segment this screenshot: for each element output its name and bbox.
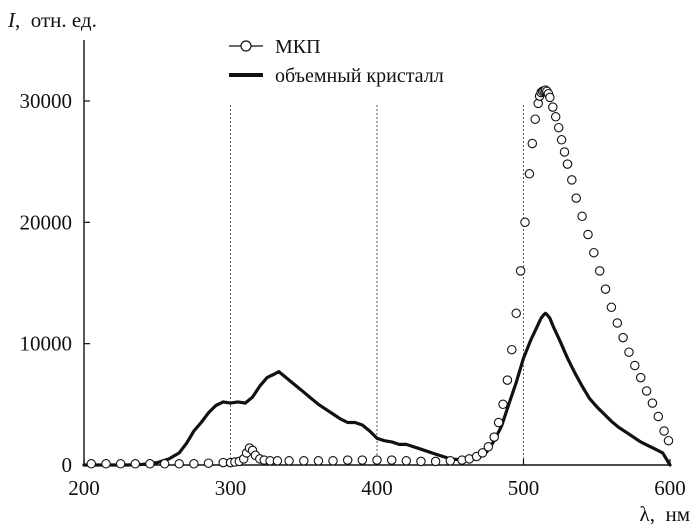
series-mkp-point (550, 112, 561, 122)
x-tick-label-600: 600 (654, 476, 686, 500)
series-mkp-point (545, 92, 555, 103)
series-mkp-point (641, 386, 652, 396)
legend: МКП объемный кристалл (229, 36, 444, 87)
series-mkp-point (548, 102, 558, 112)
series-mkp-point (527, 138, 538, 149)
series-mkp-point (477, 448, 488, 458)
series-mkp-point (498, 399, 508, 410)
series-mkp-point (272, 456, 283, 466)
series-mkp-point (483, 442, 494, 452)
y-axis-title-rest: , отн. ед. (15, 8, 97, 32)
y-tick-label-0: 0 (62, 453, 73, 477)
x-tick-label-300: 300 (215, 476, 247, 500)
series-mkp-point (299, 456, 309, 466)
series-mkp-point (594, 266, 605, 276)
series-mkp-point (328, 456, 338, 466)
series-mkp-point (600, 284, 611, 294)
series-mkp-point (145, 459, 155, 469)
reference-lines (230, 105, 524, 465)
series-mkp-point (372, 455, 382, 465)
series-mkp-point (493, 417, 504, 428)
series-mkp-point (559, 147, 570, 157)
series-mkp-point (583, 229, 593, 240)
series-mkp-point (386, 455, 397, 465)
axis-ticks: 200 300 400 500 600 0 10000 20000 30000 (20, 89, 686, 500)
series-mkp-point (430, 456, 441, 467)
series-mkp-point (567, 175, 577, 185)
series-mkp-point (284, 456, 294, 466)
series-mkp-point (416, 456, 426, 467)
series-mkp-point (115, 459, 126, 469)
series-mkp-point (86, 459, 97, 469)
series-mkp-point (589, 247, 599, 258)
series-mkp-point (562, 159, 573, 169)
series-mkp-point (511, 308, 521, 319)
series-mkp-point (502, 375, 513, 385)
y-tick-label-30000: 30000 (20, 89, 73, 113)
series-mkp-point (618, 332, 628, 343)
series-mkp-point (553, 122, 564, 133)
series-mkp-point (571, 193, 581, 203)
series-mkp-point (489, 432, 499, 442)
series-mkp-point (130, 459, 141, 469)
series-mkp-point (624, 347, 634, 357)
series-mkp-point (507, 344, 517, 355)
series-mkp-point (357, 455, 368, 465)
series-mkp-point (556, 135, 567, 145)
legend-mkp-marker (240, 40, 252, 52)
series-mkp-point (101, 459, 111, 469)
series-mkp-point (635, 372, 646, 383)
y-axis-title-symbol: I (7, 8, 16, 32)
series-mkp-point (659, 426, 669, 436)
series-mkp-point (445, 456, 456, 466)
series-mkp-point (630, 360, 640, 371)
series-mkp-point (174, 459, 184, 469)
series-mkp-point (606, 302, 617, 313)
series-mkp-point (342, 455, 353, 465)
series-mkp-point (313, 456, 324, 466)
x-tick-label-200: 200 (68, 476, 100, 500)
y-tick-label-20000: 20000 (20, 210, 73, 234)
legend-mkp-label: МКП (275, 36, 321, 58)
legend-bulk-label: объемный кристалл (275, 65, 444, 87)
series-mkp-point (647, 398, 658, 408)
series-mkp-point (203, 458, 214, 468)
x-tick-label-400: 400 (361, 476, 393, 500)
series-mkp-point (653, 411, 664, 422)
series-mkp-point (159, 459, 170, 469)
y-tick-label-10000: 10000 (20, 332, 73, 356)
series-mkp-point (530, 114, 540, 124)
series-mkp-point (524, 169, 535, 179)
series-mkp-point (520, 217, 530, 228)
series-mkp-point (612, 318, 623, 328)
series-mkp-point (189, 459, 199, 469)
series-layer (82, 85, 674, 469)
series-mkp-point (577, 211, 587, 222)
series-mkp-point (663, 435, 674, 446)
x-tick-label-500: 500 (508, 476, 540, 500)
x-axis-title: λ, нм (640, 502, 690, 524)
series-bulk-crystal-line (82, 311, 672, 467)
y-axis-title: I, отн. ед. (7, 8, 97, 32)
series-mkp-point (401, 456, 412, 466)
series-mkp-point (515, 266, 526, 276)
